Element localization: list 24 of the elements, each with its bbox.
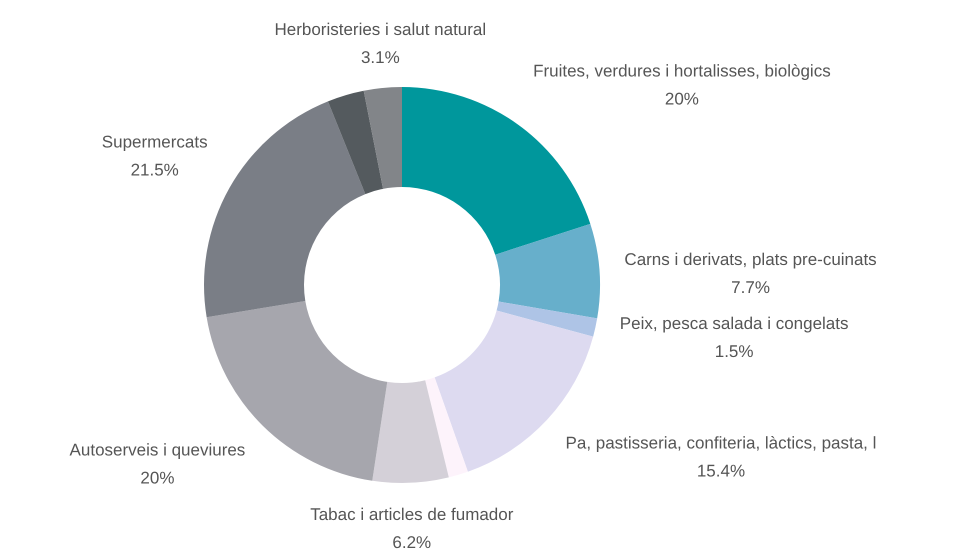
donut-slice [328,90,384,194]
data-label: 20% [664,90,699,109]
slice-label: Supermercats [102,132,208,152]
data-label: 7.7% [731,278,770,297]
slice-label: Herboristeries i salut natural [274,20,486,40]
slice-label: Autoserveis i queviures [70,440,246,460]
slice-label: Tabac i articles de fumador [310,504,514,524]
data-label: 1.5% [714,342,754,361]
data-label: 6.2% [392,532,432,552]
data-label: 3.1% [360,48,400,68]
slice-label: Carns i derivats, plats pre-cuinats [624,250,877,269]
donut-slice [402,87,590,255]
data-label: 15.4% [696,462,746,481]
slice-label: Peix, pesca salada i congelats [620,314,848,333]
donut-slice [496,302,598,337]
data-label: 20% [140,468,174,488]
donut-slice [495,224,600,318]
data-label: 21.5% [130,160,179,180]
donut-slice [372,380,449,483]
slice-label: Fruites, verdures i hortalisses, biològics [533,62,831,81]
donut-slice [364,87,402,189]
donut-slice [425,377,468,478]
slice-label: Pa, pastisseria, confiteria, làctics, pasta, l [566,434,876,453]
donut-slice [434,310,594,472]
